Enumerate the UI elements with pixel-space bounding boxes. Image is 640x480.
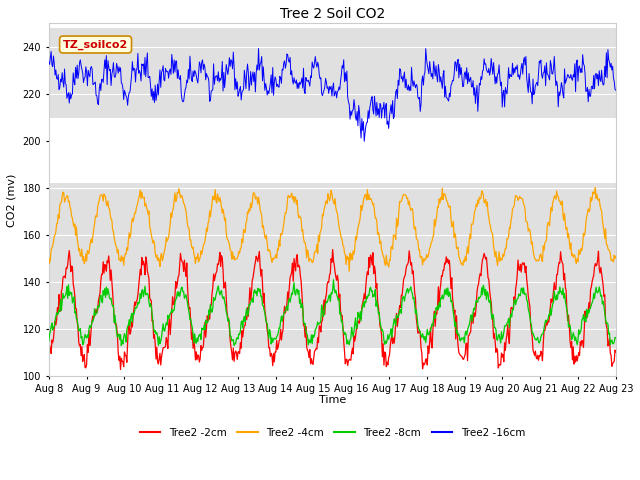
Legend: Tree2 -2cm, Tree2 -4cm, Tree2 -8cm, Tree2 -16cm: Tree2 -2cm, Tree2 -4cm, Tree2 -8cm, Tree… xyxy=(135,424,529,442)
Y-axis label: CO2 (mv): CO2 (mv) xyxy=(7,173,17,227)
Bar xyxy=(49,183,616,301)
X-axis label: Time: Time xyxy=(319,396,346,406)
Title: Tree 2 Soil CO2: Tree 2 Soil CO2 xyxy=(280,7,385,21)
Text: TZ_soilco2: TZ_soilco2 xyxy=(63,39,128,49)
Bar xyxy=(49,28,616,118)
Bar xyxy=(49,264,616,348)
